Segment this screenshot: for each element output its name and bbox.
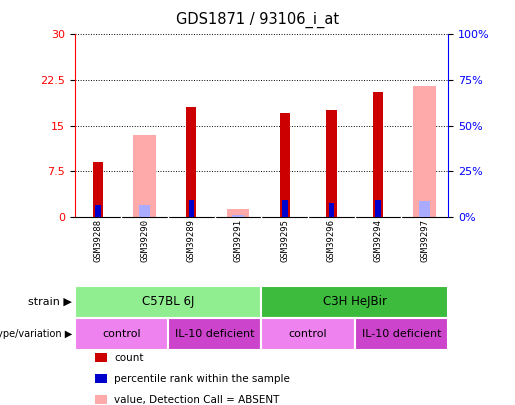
Text: count: count — [114, 353, 144, 362]
Bar — [282, 200, 287, 217]
Bar — [280, 113, 290, 217]
Bar — [95, 205, 101, 217]
Text: genotype/variation ▶: genotype/variation ▶ — [0, 329, 72, 339]
Text: value, Detection Call = ABSENT: value, Detection Call = ABSENT — [114, 395, 280, 405]
Text: percentile rank within the sample: percentile rank within the sample — [114, 374, 290, 384]
Bar — [227, 209, 249, 217]
Text: GDS1871 / 93106_i_at: GDS1871 / 93106_i_at — [176, 12, 339, 28]
Text: GSM39290: GSM39290 — [140, 219, 149, 262]
Text: control: control — [289, 329, 328, 339]
Text: IL-10 deficient: IL-10 deficient — [175, 329, 254, 339]
Text: C3H HeJBir: C3H HeJBir — [323, 295, 387, 308]
Bar — [419, 201, 431, 217]
Bar — [139, 205, 150, 217]
Bar — [133, 134, 156, 217]
Text: control: control — [102, 329, 141, 339]
Bar — [168, 318, 261, 350]
Text: GSM39288: GSM39288 — [94, 219, 102, 262]
Bar — [188, 200, 194, 217]
Bar — [232, 215, 244, 217]
Text: GSM39289: GSM39289 — [187, 219, 196, 262]
Bar — [93, 162, 103, 217]
Bar — [75, 318, 168, 350]
Bar — [186, 107, 197, 217]
Bar — [414, 86, 436, 217]
Text: IL-10 deficient: IL-10 deficient — [362, 329, 441, 339]
Bar — [261, 318, 355, 350]
Bar — [355, 318, 448, 350]
Text: strain ▶: strain ▶ — [28, 297, 72, 307]
Text: GSM39295: GSM39295 — [280, 219, 289, 262]
Text: GSM39291: GSM39291 — [233, 219, 243, 262]
Bar — [75, 286, 261, 318]
Text: GSM39297: GSM39297 — [420, 219, 429, 262]
Text: GSM39296: GSM39296 — [327, 219, 336, 262]
Bar — [261, 286, 448, 318]
Bar — [375, 200, 381, 217]
Bar — [329, 203, 334, 217]
Bar — [373, 92, 383, 217]
Text: GSM39294: GSM39294 — [373, 219, 383, 262]
Bar — [326, 111, 336, 217]
Text: C57BL 6J: C57BL 6J — [142, 295, 194, 308]
